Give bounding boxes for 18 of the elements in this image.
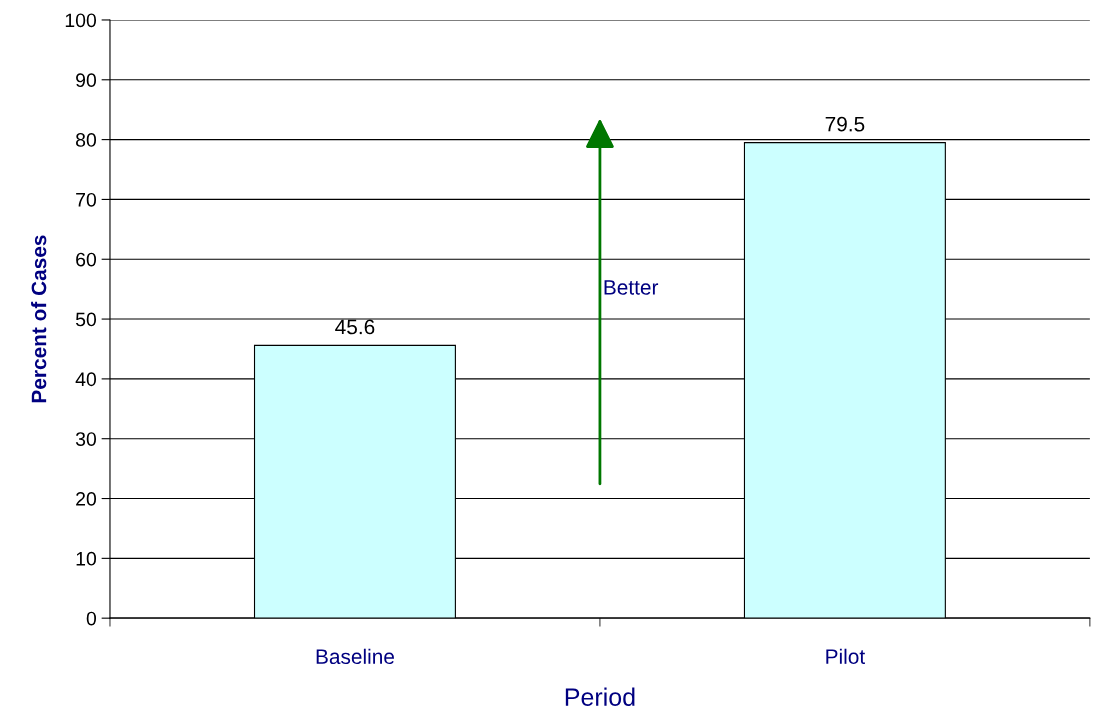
y-axis-title: Percent of Cases [31, 235, 47, 403]
y-tick-label: 60 [76, 252, 97, 267]
data-label: 45.6 [335, 319, 375, 335]
y-tick-label: 10 [76, 551, 97, 566]
x-tick-label: Baseline [316, 648, 394, 665]
x-axis-title: Period [565, 687, 635, 706]
annotation: Better [604, 280, 659, 295]
y-tick-label: 30 [75, 432, 97, 446]
x-tick-label: Pilot [826, 648, 866, 665]
y-tick-label: 80 [76, 133, 97, 147]
y-tick-label: 40 [75, 372, 97, 387]
y-tick-label: 50 [75, 312, 97, 327]
y-tick-label: 20 [76, 492, 97, 506]
y-tick-label: 0 [86, 611, 97, 626]
y-tick-label: 70 [76, 192, 97, 207]
data-label: 79.5 [825, 116, 865, 132]
y-tick-label: 90 [76, 73, 97, 88]
y-tick-label: 100 [65, 13, 97, 28]
